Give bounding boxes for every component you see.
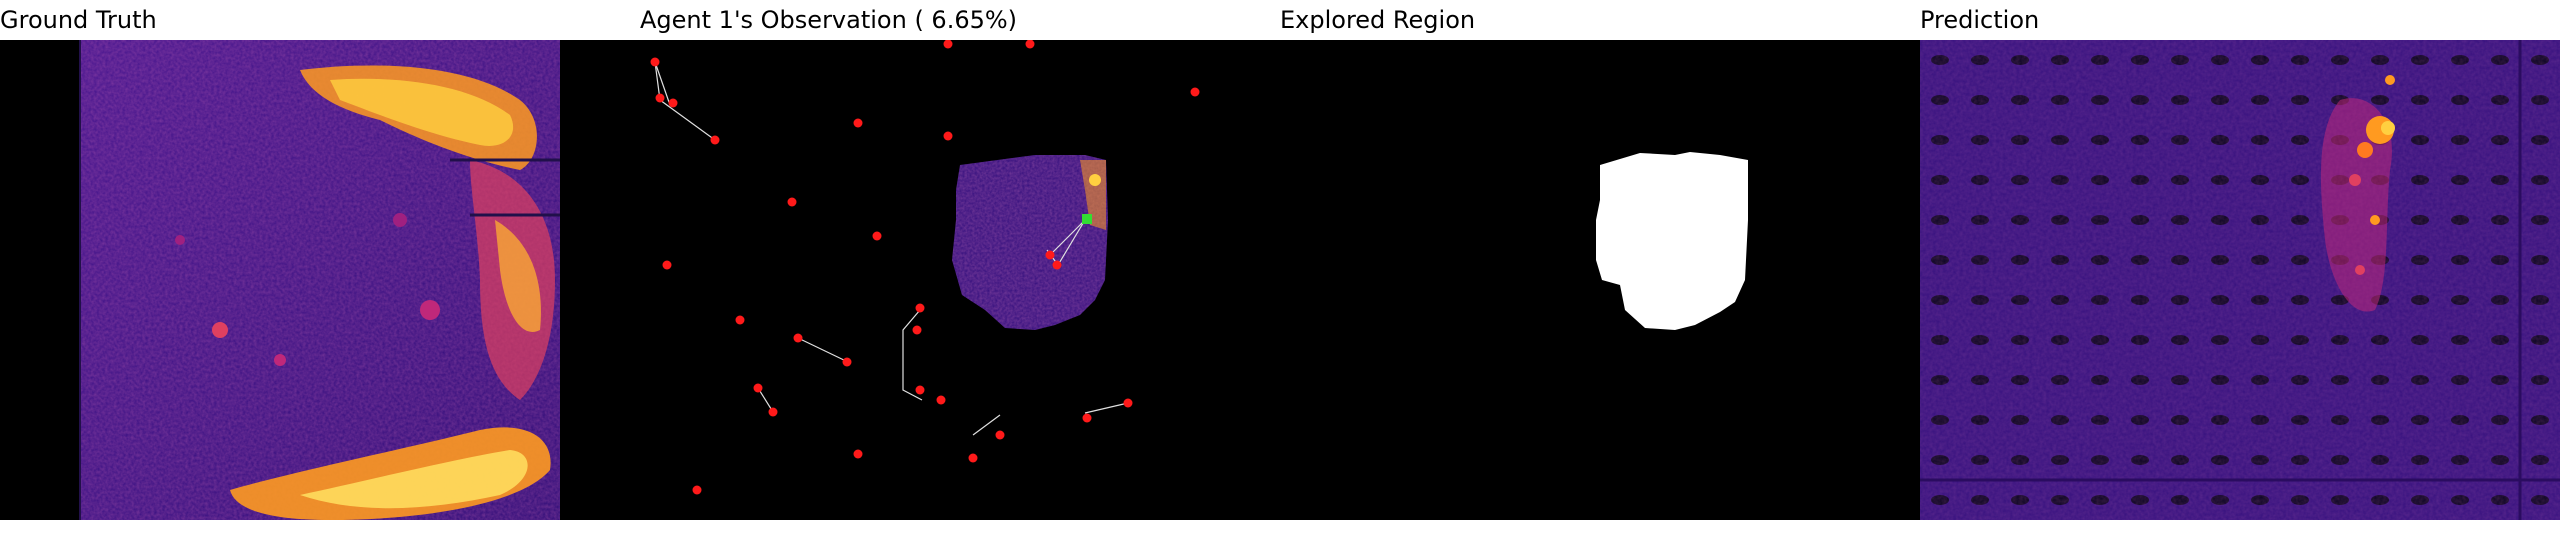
prediction-panel (1920, 40, 2560, 520)
agent-marker (650, 57, 660, 67)
agent-marker (793, 333, 803, 343)
agent-marker (853, 449, 863, 459)
explored-region-panel (1280, 40, 1920, 520)
agent-marker (1052, 260, 1062, 270)
explored-region-mask (1596, 152, 1748, 330)
agent-markers (650, 40, 1200, 495)
agent-marker (912, 325, 922, 335)
agent-marker (995, 430, 1005, 440)
agent-marker (692, 485, 702, 495)
agent-marker (787, 197, 797, 207)
agent-marker (1045, 250, 1055, 260)
agent-marker (735, 315, 745, 325)
agent-marker (668, 98, 678, 108)
observation-title: Agent 1's Observation ( 6.65%) (640, 6, 1018, 34)
agent-marker (768, 407, 778, 417)
ground-truth-title: Ground Truth (0, 6, 157, 34)
agent-marker (853, 118, 863, 128)
agent-marker (1082, 413, 1092, 423)
agent-marker (915, 303, 925, 313)
prediction-heatmap (1920, 40, 2560, 520)
observed-region (952, 155, 1108, 330)
agent-marker (1025, 40, 1035, 49)
agent-marker (753, 383, 763, 393)
agent-marker (943, 40, 953, 49)
active-agent-marker (1082, 214, 1092, 224)
explored-region-title: Explored Region (1280, 6, 1476, 34)
agent-marker (936, 395, 946, 405)
agent-marker (1190, 87, 1200, 97)
agent-trajectories (654, 61, 1129, 436)
agent-marker (968, 453, 978, 463)
ground-truth-heatmap (0, 40, 560, 520)
observation-map (650, 40, 1200, 495)
agent-marker (872, 231, 882, 241)
prediction-title: Prediction (1920, 6, 2040, 34)
agent-marker (915, 385, 925, 395)
ground-truth-panel (0, 40, 640, 520)
agent-marker (710, 135, 720, 145)
agent-marker (655, 93, 665, 103)
observation-panel (640, 40, 1280, 520)
agent-marker (662, 260, 672, 270)
agent-marker (1123, 398, 1133, 408)
agent-marker (943, 131, 953, 141)
agent-marker (842, 357, 852, 367)
